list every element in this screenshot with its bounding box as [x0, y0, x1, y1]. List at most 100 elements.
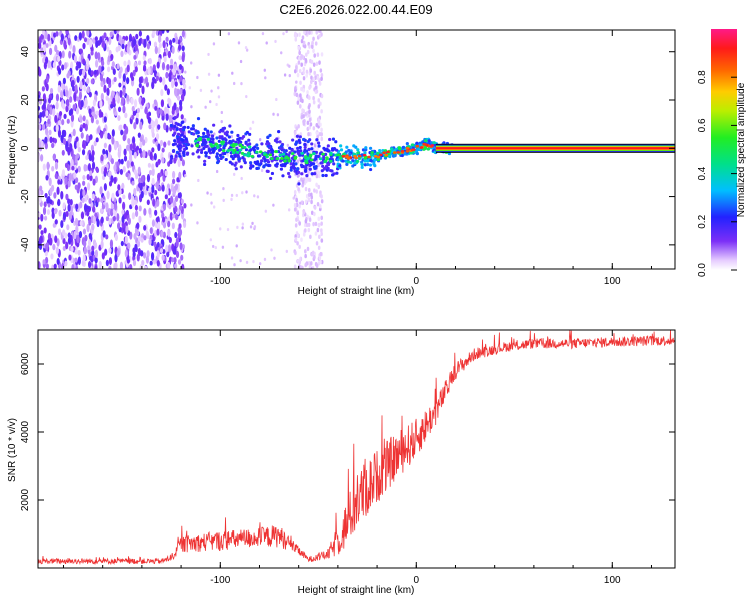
- noise-cell: [209, 100, 212, 104]
- noise-band-cell: [312, 146, 316, 152]
- noise-cell: [113, 263, 117, 269]
- noise-cell: [125, 172, 129, 178]
- snr-ytick-label-2: 6000: [20, 352, 31, 375]
- noise-cell: [181, 159, 186, 167]
- noise-cell: [122, 194, 126, 200]
- noise-cell: [63, 62, 68, 70]
- tone-cell: [219, 156, 223, 161]
- tone-cell: [218, 147, 223, 152]
- tone-cell: [275, 137, 279, 141]
- tone-cell: [322, 156, 326, 160]
- spectrogram-xtick-label-2: 100: [604, 276, 621, 287]
- tone-cell: [326, 149, 330, 153]
- noise-cell: [113, 176, 117, 184]
- tone-cell: [239, 165, 243, 169]
- tone-peak-strong: [345, 155, 349, 159]
- noise-cell: [38, 117, 41, 124]
- noise-cell: [77, 146, 81, 153]
- noise-cell: [176, 95, 181, 101]
- noise-cell: [66, 118, 70, 124]
- noise-cell: [119, 124, 123, 131]
- noise-band-cell: [297, 60, 301, 65]
- tone-cell: [211, 150, 215, 154]
- noise-cell: [143, 225, 147, 231]
- tone-cell: [290, 148, 294, 152]
- noise-cell: [174, 205, 178, 213]
- noise-band-cell: [305, 69, 309, 75]
- tone-peak: [281, 152, 286, 156]
- noise-cell: [148, 207, 152, 215]
- noise-band-cell: [296, 241, 299, 246]
- noise-cell: [160, 99, 165, 108]
- noise-cell: [40, 230, 44, 236]
- tone-cell: [339, 144, 343, 148]
- noise-cell: [161, 156, 165, 164]
- noise-band-cell: [313, 255, 316, 260]
- noise-band-cell: [305, 73, 309, 78]
- noise-cell: [148, 169, 153, 176]
- noise-cell: [93, 140, 97, 147]
- noise-band-cell: [299, 80, 302, 85]
- noise-cell: [169, 58, 174, 66]
- noise-cell: [82, 115, 86, 122]
- tone-cell: [174, 154, 178, 158]
- noise-cell: [178, 223, 182, 230]
- noise-cell: [82, 42, 86, 50]
- noise-cell: [171, 80, 175, 89]
- noise-cell: [82, 180, 86, 186]
- noise-band-cell: [317, 170, 320, 175]
- colorbar: 0.0 0.2 0.4 0.6 0.8 Normalized spectral ampl…: [697, 29, 747, 277]
- tone-cell: [368, 163, 373, 167]
- noise-cell: [48, 129, 52, 136]
- tone-cell: [182, 153, 186, 157]
- noise-cell: [117, 106, 122, 113]
- noise-cell: [157, 124, 161, 130]
- noise-cell: [84, 196, 88, 202]
- noise-cell: [151, 131, 155, 138]
- tone-cell: [281, 174, 285, 178]
- noise-cell: [133, 122, 137, 130]
- noise-cell: [212, 42, 216, 46]
- noise-band-cell: [311, 250, 315, 256]
- noise-cell: [120, 96, 125, 105]
- noise-cell: [157, 47, 161, 55]
- noise-cell: [156, 228, 160, 236]
- noise-cell: [67, 203, 71, 212]
- noise-cell: [80, 132, 84, 139]
- noise-cell: [83, 246, 88, 255]
- noise-cell: [91, 161, 96, 170]
- noise-cell: [94, 36, 98, 42]
- noise-cell: [61, 149, 65, 156]
- noise-cell: [65, 105, 69, 113]
- noise-cell: [159, 248, 164, 254]
- tone-cell: [270, 159, 274, 163]
- noise-cell: [241, 222, 245, 226]
- noise-cell: [152, 30, 156, 36]
- noise-cell: [153, 99, 157, 105]
- noise-cell: [169, 195, 174, 204]
- noise-cell: [42, 57, 46, 64]
- noise-cell: [263, 257, 267, 261]
- noise-band-cell: [309, 261, 313, 266]
- tone-peak: [410, 143, 415, 147]
- noise-cell: [41, 86, 45, 92]
- noise-cell: [159, 76, 163, 83]
- noise-cell: [287, 208, 291, 212]
- noise-cell: [54, 173, 58, 180]
- noise-cell: [107, 55, 111, 62]
- noise-cell: [275, 97, 278, 102]
- noise-cell: [264, 76, 267, 80]
- noise-cell: [92, 99, 97, 107]
- noise-band-cell: [301, 179, 305, 185]
- noise-cell: [75, 107, 80, 115]
- noise-cell: [167, 261, 171, 269]
- noise-cell: [107, 97, 111, 106]
- noise-cell: [147, 162, 151, 168]
- spectrogram-heatmap: [38, 30, 675, 269]
- noise-cell: [63, 113, 67, 120]
- tone-cell: [215, 136, 219, 140]
- tone-peak-strong: [392, 151, 397, 154]
- tone-peak: [280, 157, 284, 161]
- tone-cell: [291, 138, 295, 142]
- tone-cell: [249, 163, 253, 168]
